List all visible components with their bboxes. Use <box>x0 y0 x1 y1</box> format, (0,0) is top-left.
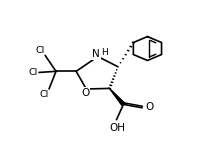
Text: Cl: Cl <box>35 46 45 55</box>
Text: O: O <box>81 88 90 98</box>
Polygon shape <box>109 88 125 105</box>
Text: Cl: Cl <box>39 90 49 99</box>
Text: OH: OH <box>109 123 125 133</box>
Text: O: O <box>145 102 154 112</box>
Text: Cl: Cl <box>28 68 37 77</box>
Text: H: H <box>101 48 107 57</box>
Text: N: N <box>92 49 100 59</box>
